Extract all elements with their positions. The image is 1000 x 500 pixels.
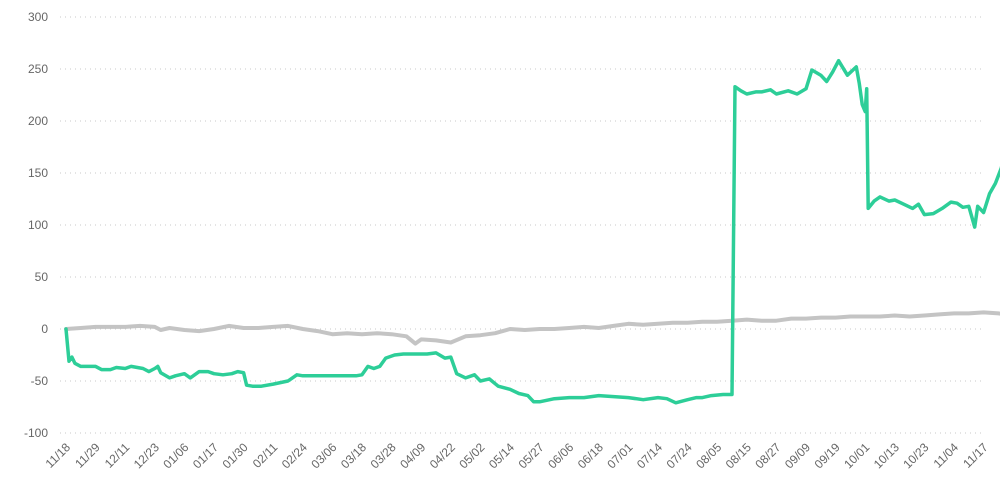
y-tick-label: 250 xyxy=(28,62,48,76)
x-tick-label: 03/06 xyxy=(308,440,339,471)
x-tick-label: 10/13 xyxy=(871,440,902,471)
x-tick-label: 11/04 xyxy=(931,440,962,471)
x-tick-label: 09/19 xyxy=(812,440,843,471)
y-tick-label: 200 xyxy=(28,114,48,128)
y-tick-label: -100 xyxy=(24,426,48,440)
x-tick-label: 05/27 xyxy=(516,440,547,471)
x-tick-label: 11/17 xyxy=(960,440,991,471)
x-tick-label: 05/14 xyxy=(486,440,517,471)
x-tick-label: 07/24 xyxy=(664,440,695,471)
series-line-green xyxy=(64,58,1000,405)
y-tick-label: -50 xyxy=(31,374,49,388)
gridlines xyxy=(60,16,985,434)
y-tick-label: 100 xyxy=(28,218,48,232)
x-tick-label: 05/02 xyxy=(456,440,487,471)
x-tick-label: 01/30 xyxy=(220,440,251,471)
series-lines xyxy=(64,58,1000,405)
x-tick-label: 09/09 xyxy=(782,440,813,471)
x-tick-label: 01/06 xyxy=(160,440,191,471)
x-tick-label: 10/01 xyxy=(841,440,872,471)
y-tick-label: 50 xyxy=(35,270,49,284)
x-tick-label: 12/23 xyxy=(131,440,162,471)
x-tick-label: 12/11 xyxy=(102,440,133,471)
x-tick-label: 08/15 xyxy=(723,440,754,471)
x-tick-label: 03/28 xyxy=(368,440,399,471)
x-tick-label: 08/05 xyxy=(693,440,724,471)
x-tick-label: 03/18 xyxy=(338,440,369,471)
y-axis-tick-labels: 300 250 200 150 100 50 0 -50 -100 xyxy=(24,10,48,440)
x-tick-label: 04/09 xyxy=(397,440,428,471)
series-line-gray xyxy=(64,310,1000,346)
x-tick-label: 11/29 xyxy=(72,440,103,471)
x-tick-label: 08/27 xyxy=(752,440,783,471)
x-tick-label: 04/22 xyxy=(427,440,458,471)
x-tick-label: 02/24 xyxy=(279,440,310,471)
x-tick-label: 10/23 xyxy=(900,440,931,471)
y-tick-label: 300 xyxy=(28,10,48,24)
x-tick-label: 01/17 xyxy=(190,440,221,471)
x-tick-label: 02/11 xyxy=(250,440,281,471)
x-tick-label: 06/18 xyxy=(575,440,606,471)
x-tick-label: 07/01 xyxy=(604,440,635,471)
x-tick-label: 06/06 xyxy=(545,440,576,471)
x-tick-label: 11/18 xyxy=(43,440,74,471)
y-tick-label: 150 xyxy=(28,166,48,180)
y-tick-label: 0 xyxy=(41,322,48,336)
x-tick-label: 07/14 xyxy=(634,440,665,471)
